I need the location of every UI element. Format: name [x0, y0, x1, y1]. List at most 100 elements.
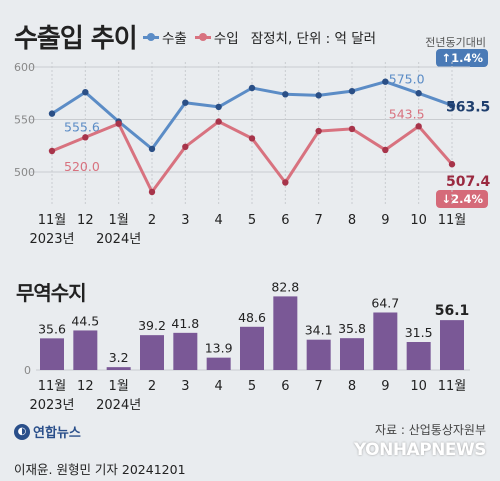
bar-value-label: 3.2 [109, 350, 129, 365]
y-tick-label: 600 [14, 61, 35, 74]
byline: 이재윤. 원형민 기자 20241201 [14, 462, 186, 477]
bar-value-label: 41.8 [171, 316, 199, 331]
bar-chart: 0 35.6 44.5 3.2 39.2 41.8 13.9 48.6 82.8 34.1 35.8… [24, 279, 470, 413]
data-point [148, 188, 156, 196]
bar-value-label: 39.2 [138, 318, 166, 333]
bar [440, 320, 464, 370]
x-tick-label: 11월 [438, 213, 467, 228]
bar [373, 312, 398, 370]
legend-import-label: 수입 [213, 31, 239, 47]
bar-value-label: 13.9 [205, 341, 233, 356]
data-label: 507.4 [446, 174, 491, 190]
data-point [348, 87, 356, 95]
x-tick-label: 9 [381, 379, 389, 394]
bar-value-label: 56.1 [435, 303, 470, 319]
data-label: 543.5 [389, 106, 425, 121]
x-tick-label: 11월 [38, 213, 67, 228]
legend-import-marker [194, 32, 211, 41]
x-year-label: 2023년 [29, 232, 74, 247]
x-tick-label: 7 [315, 213, 323, 228]
data-point [115, 120, 122, 127]
bar-value-label: 48.6 [238, 310, 266, 325]
x-tick-label: 8 [348, 379, 356, 394]
x-tick-label: 4 [215, 379, 223, 394]
data-point [248, 84, 256, 92]
data-label: 563.5 [446, 99, 490, 115]
data-point [315, 92, 322, 99]
yoy-label: 전년동기대비 [425, 36, 486, 49]
x-tick-label: 6 [281, 379, 289, 394]
data-point [315, 127, 322, 135]
bar [40, 338, 64, 370]
legend: 수출 수입 잠정치, 단위 : 억 달러 [143, 27, 376, 47]
x-tick-label: 5 [248, 213, 256, 228]
data-label: 555.6 [64, 120, 100, 135]
line-chart: 500 550 600 555.6 575.0 563.5 520.0 543.5 507.4 1… [14, 61, 491, 247]
yoy-export-badge: ↑1.4% [436, 49, 488, 67]
data-point [148, 145, 156, 153]
bar [306, 339, 331, 370]
bar [273, 296, 298, 370]
x-tick-label: 5 [248, 379, 256, 394]
x-tick-label: 4 [215, 213, 223, 228]
x-tick-label: 10 [410, 379, 427, 394]
legend-export-marker [143, 32, 159, 41]
bar-value-label: 35.6 [38, 321, 66, 336]
x-tick-label: 1월 [109, 379, 129, 394]
x-tick-label: 2 [148, 213, 156, 228]
x-tick-label: 8 [348, 213, 356, 228]
x-year-label: 2023년 [29, 398, 74, 413]
bar-value-label: 31.5 [405, 325, 433, 340]
data-point [182, 99, 189, 106]
data-point [382, 146, 389, 154]
bar [106, 367, 131, 370]
data-point [415, 90, 422, 97]
x-tick-label: 7 [315, 379, 323, 394]
data-point [415, 123, 422, 130]
bar-value-label: 64.7 [371, 295, 399, 310]
chart-title: 수출입 추이 [14, 24, 138, 54]
bar [406, 342, 431, 370]
data-point [215, 103, 222, 111]
data-point [48, 147, 56, 155]
data-point [215, 118, 222, 125]
x-year-label: 2024년 [96, 232, 141, 247]
data-point [82, 89, 89, 96]
legend-export: 수출 [143, 27, 187, 47]
series-line-import [51, 120, 454, 194]
watermark: YONHAPNEWS [353, 440, 487, 460]
x-tick-label: 10 [410, 213, 427, 228]
legend-note: 잠정치, 단위 : 억 달러 [250, 31, 377, 47]
legend-export-label: 수출 [162, 31, 187, 47]
bar [173, 332, 198, 370]
x-tick-label: 1월 [109, 213, 129, 228]
y-tick-label: 550 [14, 114, 35, 127]
data-label: 575.0 [389, 71, 425, 86]
bar [73, 330, 98, 370]
x-tick-label: 3 [181, 213, 189, 228]
trade-balance-title: 무역수지 [16, 281, 87, 305]
x-tick-label: 11월 [38, 379, 67, 394]
x-tick-label: 12 [77, 213, 94, 228]
data-point [48, 110, 56, 117]
x-tick-label: 3 [181, 379, 189, 394]
bar-value-label: 35.8 [338, 321, 366, 336]
bar [140, 335, 164, 370]
bar [206, 357, 231, 370]
x-year-label: 2024년 [96, 398, 141, 413]
source: 자료 : 산업통상자원부 [374, 423, 486, 437]
data-point [448, 161, 456, 168]
yonhap-logo: ◐ 연합뉴스 [14, 422, 81, 441]
bar-value-label: 44.5 [71, 313, 99, 328]
data-label: 520.0 [64, 159, 100, 174]
bar [340, 338, 364, 370]
x-tick-label: 2 [148, 379, 156, 394]
bar-value-label: 34.1 [305, 323, 333, 338]
y-tick-label: 0 [24, 364, 31, 377]
x-tick-label: 6 [281, 213, 289, 228]
y-tick-label: 500 [14, 166, 35, 179]
bar-value-label: 82.8 [271, 279, 299, 294]
data-point [348, 125, 356, 133]
bar [240, 326, 264, 370]
